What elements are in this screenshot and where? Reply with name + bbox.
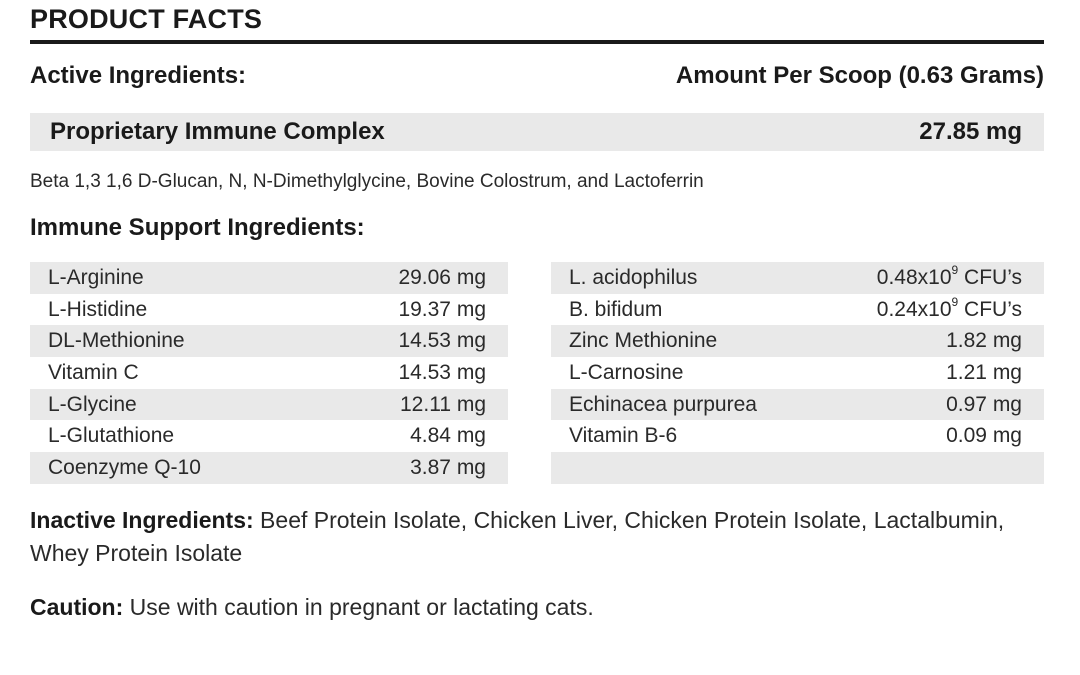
amount-unit: CFU’s (958, 297, 1022, 321)
ingredient-name: L-Arginine (48, 265, 144, 289)
caution-label: Caution: (30, 594, 124, 620)
support-ingredients-table-right: L. acidophilus 0.48x109 CFU’s B. bifidum… (551, 262, 1044, 484)
table-row: L-Carnosine 1.21 mg (551, 357, 1044, 389)
table-row: Zinc Methionine 1.82 mg (551, 325, 1044, 358)
ingredient-name: B. bifidum (569, 297, 663, 321)
inactive-ingredients-label: Inactive Ingredients: (30, 507, 254, 533)
caution-text: Use with caution in pregnant or lactatin… (123, 594, 594, 620)
ingredient-name: L-Glutathione (48, 424, 175, 448)
table-row-empty (551, 452, 1044, 484)
table-row: Coenzyme Q-10 3.87 mg (30, 452, 508, 484)
ingredient-amount: 29.06 mg (398, 265, 486, 289)
table-row: L-Histidine 19.37 mg (30, 293, 508, 326)
inactive-ingredients: Inactive Ingredients: Beef Protein Isola… (30, 504, 1060, 570)
ingredient-amount: 19.37 mg (398, 297, 486, 321)
blend-amount: 27.85 mg (919, 118, 1022, 145)
ingredient-name: Vitamin C (48, 360, 139, 384)
title-divider (30, 40, 1044, 44)
table-row: Vitamin B-6 0.09 mg (551, 420, 1044, 453)
table-row: L-Glutathione 4.84 mg (30, 420, 508, 453)
ingredient-amount: 0.48x109 CFU’s (876, 262, 1022, 290)
ingredient-amount: 0.09 mg (946, 424, 1022, 448)
active-ingredients-label: Active Ingredients: (30, 62, 247, 89)
amount-unit: CFU’s (958, 265, 1022, 289)
ingredient-name: L. acidophilus (569, 265, 698, 289)
amount-base: 0.48x10 (876, 265, 952, 289)
ingredient-amount: 1.82 mg (946, 329, 1022, 353)
active-ingredients-header: Active Ingredients: Amount Per Scoop (0.… (30, 62, 1044, 90)
ingredient-amount: 14.53 mg (398, 329, 486, 353)
ingredient-amount: 14.53 mg (398, 360, 486, 384)
ingredient-amount: 0.24x109 CFU’s (876, 294, 1022, 322)
page-title: PRODUCT FACTS (30, 4, 263, 34)
table-row: L-Arginine 29.06 mg (30, 262, 508, 294)
table-row: B. bifidum 0.24x109 CFU’s (551, 293, 1044, 326)
inactive-ingredients-text: Beef Protein Isolate, Chicken Liver, Chi… (30, 507, 1005, 566)
table-row: Vitamin C 14.53 mg (30, 357, 508, 389)
ingredient-amount: 12.11 mg (400, 392, 486, 416)
blend-name: Proprietary Immune Complex (50, 118, 385, 145)
ingredient-amount: 3.87 mg (410, 455, 486, 479)
ingredient-name: Vitamin B-6 (569, 424, 678, 448)
proprietary-blend-row: Proprietary Immune Complex 27.85 mg (30, 113, 1044, 151)
caution-note: Caution: Use with caution in pregnant or… (30, 594, 594, 621)
table-row: Echinacea purpurea 0.97 mg (551, 388, 1044, 421)
table-row: L. acidophilus 0.48x109 CFU’s (551, 262, 1044, 294)
ingredient-name: L-Glycine (48, 392, 137, 416)
amount-exponent: 9 (951, 294, 959, 309)
amount-per-scoop-label: Amount Per Scoop (0.63 Grams) (675, 62, 1044, 89)
ingredient-name: L-Histidine (48, 297, 148, 321)
blend-description: Beta 1,3 1,6 D-Glucan, N, N-Dimethylglyc… (30, 171, 704, 192)
ingredient-name: Echinacea purpurea (569, 392, 757, 416)
ingredient-amount: 1.21 mg (946, 360, 1022, 384)
table-row: DL-Methionine 14.53 mg (30, 325, 508, 358)
immune-support-header: Immune Support Ingredients: (30, 214, 365, 241)
table-row: L-Glycine 12.11 mg (30, 388, 508, 421)
ingredient-name: DL-Methionine (48, 329, 185, 353)
amount-exponent: 9 (951, 262, 959, 277)
ingredient-amount: 4.84 mg (410, 424, 486, 448)
support-ingredients-table-left: L-Arginine 29.06 mg L-Histidine 19.37 mg… (30, 262, 508, 484)
ingredient-name: L-Carnosine (569, 360, 684, 384)
ingredient-name: Coenzyme Q-10 (48, 455, 201, 479)
ingredient-amount: 0.97 mg (946, 392, 1022, 416)
ingredient-name: Zinc Methionine (569, 329, 718, 353)
amount-base: 0.24x10 (876, 297, 952, 321)
